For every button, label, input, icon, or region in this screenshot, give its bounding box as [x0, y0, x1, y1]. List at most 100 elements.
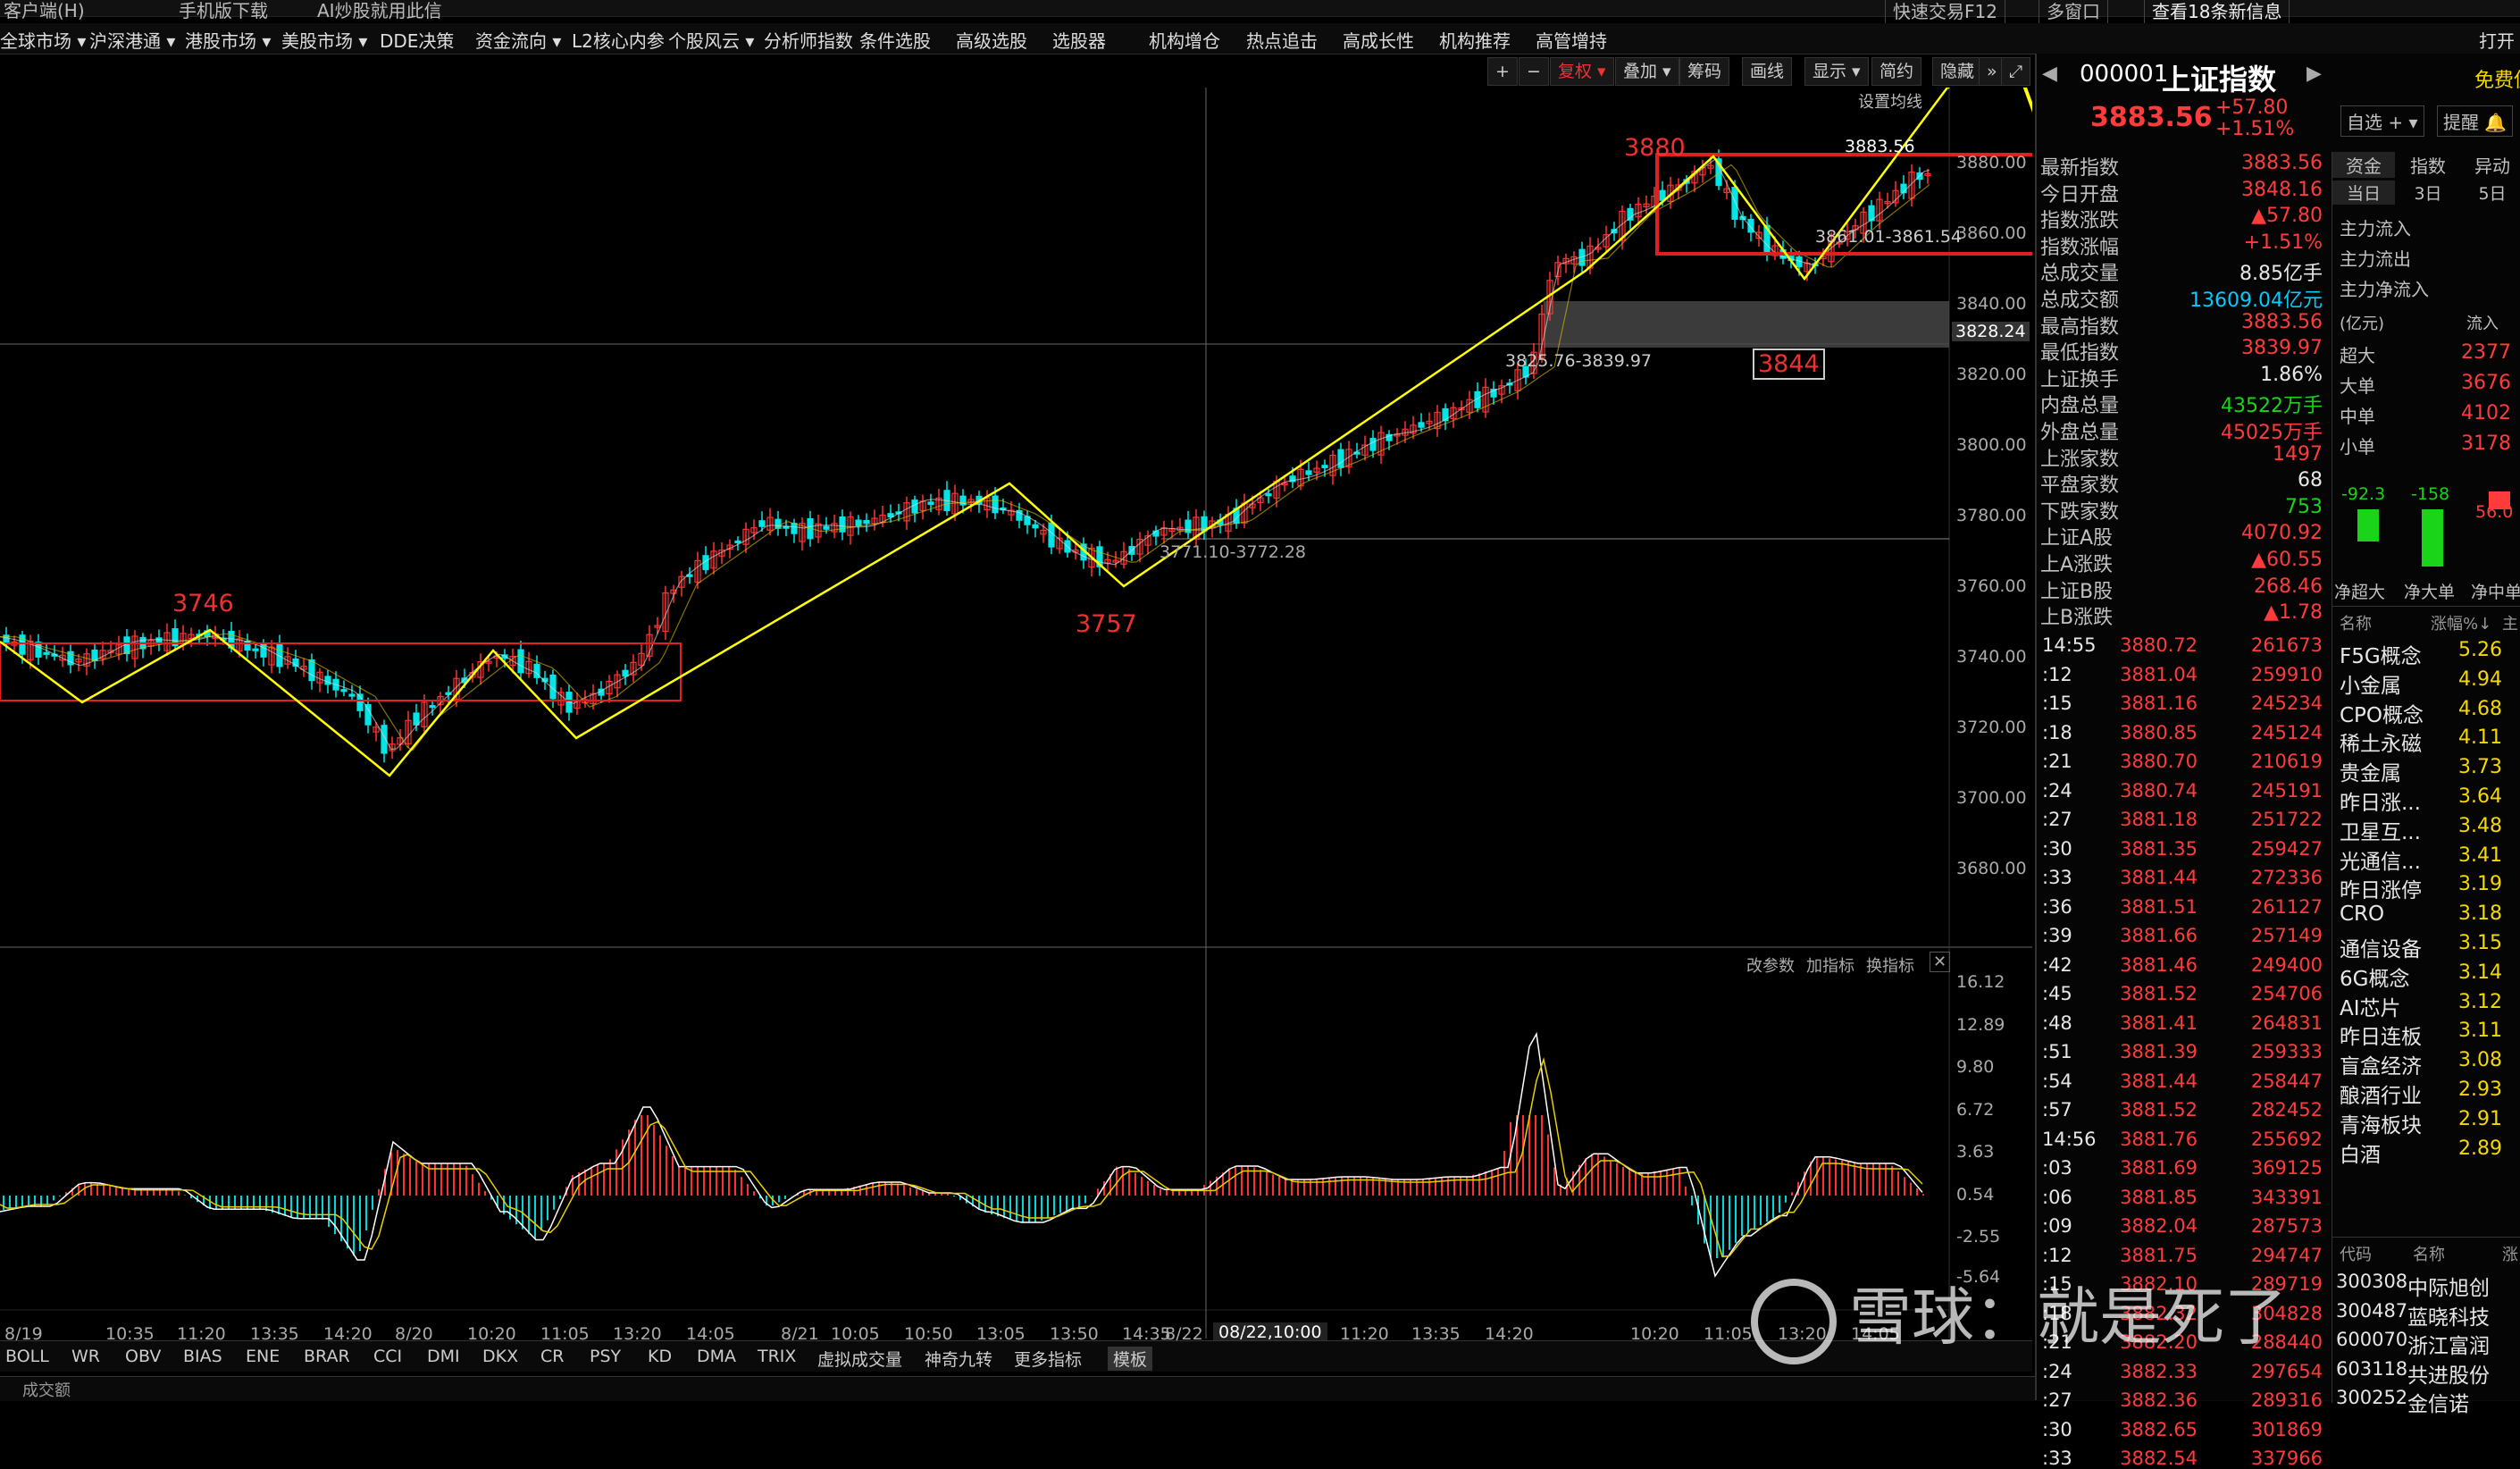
tab-bias[interactable]: BIAS [183, 1347, 222, 1366]
menu-hot-spot[interactable]: 热点追击 [1246, 30, 1318, 52]
alert-button[interactable]: 提醒 🔔 [2437, 105, 2514, 137]
menu-us-market[interactable]: 美股市场 ▾ [281, 30, 368, 52]
prev-arrow-icon[interactable]: ◀ [2042, 63, 2057, 85]
subtab-5day[interactable]: 5日 [2478, 184, 2507, 204]
mobile-download-link[interactable]: 手机版下载 [179, 0, 268, 21]
sector-name[interactable]: 小金属 [2340, 674, 2401, 698]
tab-cr[interactable]: CR [540, 1347, 565, 1366]
tab-dma[interactable]: DMA [697, 1347, 737, 1366]
macd-param-button[interactable]: 改参数 [1746, 957, 1795, 976]
sector-name[interactable]: 盲盒经济 [2340, 1055, 2422, 1079]
stock-code[interactable]: 600070 [2336, 1329, 2408, 1350]
stock-header-code[interactable]: 代码 [2340, 1246, 2372, 1264]
sector-name[interactable]: 通信设备 [2340, 938, 2422, 961]
sector-name[interactable]: CPO概念 [2340, 703, 2424, 727]
close-icon[interactable]: ✕ [1930, 952, 1951, 972]
menu-exec-increase[interactable]: 高管增持 [1536, 30, 1607, 52]
sector-name[interactable]: F5G概念 [2340, 645, 2422, 668]
zoom-out-button[interactable]: − [1519, 57, 1549, 86]
free-use-link[interactable]: 免费使 [2474, 70, 2520, 92]
tab-wr[interactable]: WR [71, 1347, 100, 1366]
stock-code[interactable]: 300252 [2336, 1387, 2408, 1408]
tab-trix[interactable]: TRIX [758, 1347, 797, 1366]
tab-dkx[interactable]: DKX [482, 1347, 519, 1366]
sector-name[interactable]: 光通信... [2340, 850, 2421, 874]
menu-institution-recommend[interactable]: 机构推荐 [1439, 30, 1511, 52]
menu-condition-select[interactable]: 条件选股 [859, 30, 931, 52]
macd-switch-button[interactable]: 换指标 [1866, 957, 1914, 976]
tab-brar[interactable]: BRAR [304, 1347, 350, 1366]
client-menu[interactable]: 客户端(H) [4, 0, 85, 21]
stock-name[interactable]: 中际旭创 [2407, 1277, 2490, 1300]
ai-promo-link[interactable]: AI炒股就用此信 [317, 0, 442, 21]
more-button[interactable]: » [1979, 57, 2005, 86]
chart-canvas[interactable] [0, 88, 2032, 1339]
news-button[interactable]: 查看18条新信息 [2144, 0, 2290, 24]
tab-index[interactable]: 指数 [2410, 155, 2446, 177]
tab-fund[interactable]: 资金 [2332, 152, 2395, 178]
sector-name[interactable]: 白酒 [2340, 1143, 2381, 1167]
sector-name[interactable]: 贵金属 [2340, 762, 2401, 786]
menu-stock-news[interactable]: 个股风云 ▾ [668, 30, 755, 52]
menu-open[interactable]: 打开 [2479, 30, 2515, 52]
hide-button[interactable]: 隐藏 [1932, 57, 1983, 86]
fuquan-button[interactable]: 复权 ▾ [1550, 57, 1614, 86]
chips-button[interactable]: 筹码 [1679, 57, 1730, 86]
sector-name[interactable]: CRO [2340, 902, 2385, 927]
sector-name[interactable]: 酿酒行业 [2340, 1085, 2422, 1108]
multi-window-button[interactable]: 多窗口 [2039, 0, 2108, 24]
stock-header-name[interactable]: 名称 [2413, 1246, 2445, 1264]
sector-name[interactable]: 昨日涨停 [2340, 879, 2422, 903]
stock-name[interactable]: 浙江富润 [2407, 1335, 2490, 1358]
menu-advanced-select[interactable]: 高级选股 [956, 30, 1027, 52]
tab-nine-turn[interactable]: 神奇九转 [925, 1350, 993, 1370]
display-button[interactable]: 显示 ▾ [1804, 57, 1869, 86]
menu-analyst-index[interactable]: 分析师指数 [764, 30, 853, 52]
sector-header-name[interactable]: 名称 [2340, 615, 2372, 634]
stock-name[interactable]: 蓝晓科技 [2407, 1305, 2490, 1330]
sector-name[interactable]: 青海板块 [2340, 1113, 2422, 1137]
tab-boll[interactable]: BOLL [5, 1347, 49, 1366]
draw-line-button[interactable]: 画线 [1742, 57, 1793, 86]
tab-virtual-volume[interactable]: 虚拟成交量 [817, 1350, 903, 1370]
simple-button[interactable]: 简约 [1871, 57, 1922, 86]
sector-header-pct[interactable]: 涨幅%↓ [2431, 615, 2492, 634]
tab-cci[interactable]: CCI [373, 1347, 403, 1366]
sector-name[interactable]: 昨日涨... [2340, 792, 2421, 815]
stock-name[interactable]: 共进股份 [2407, 1364, 2490, 1388]
stock-code[interactable]: 603118 [2336, 1357, 2408, 1380]
overlay-button[interactable]: 叠加 ▾ [1615, 57, 1679, 86]
sector-name[interactable]: 稀土永磁 [2340, 733, 2422, 757]
zoom-in-button[interactable]: + [1487, 57, 1518, 86]
tab-obv[interactable]: OBV [125, 1347, 162, 1366]
ma-setting-link[interactable]: 设置均线 [1858, 93, 1922, 112]
next-arrow-icon[interactable]: ▶ [2307, 63, 2322, 85]
menu-l2[interactable]: L2核心内参 [572, 30, 665, 52]
tab-psy[interactable]: PSY [590, 1347, 622, 1366]
tab-more-indicators[interactable]: 更多指标 [1014, 1350, 1083, 1370]
tab-dmi[interactable]: DMI [427, 1347, 460, 1366]
stock-name[interactable]: 金信诺 [2407, 1393, 2469, 1416]
stock-header-change[interactable]: 涨 [2502, 1246, 2518, 1264]
menu-global-market[interactable]: 全球市场 ▾ [0, 30, 87, 52]
fullscreen-icon[interactable]: ⤢ [2001, 57, 2031, 86]
add-watchlist-button[interactable]: 自选 + ▾ [2340, 105, 2424, 137]
stock-code[interactable]: 300308 [2336, 1271, 2408, 1292]
quick-trade-button[interactable]: 快速交易F12 [1885, 0, 2005, 24]
stock-code[interactable]: 300487 [2336, 1299, 2408, 1322]
macd-add-button[interactable]: 加指标 [1806, 957, 1854, 976]
menu-hk-market[interactable]: 港股市场 ▾ [185, 30, 272, 52]
menu-fund-flow[interactable]: 资金流向 ▾ [475, 30, 562, 52]
menu-dde[interactable]: DDE决策 [380, 30, 455, 52]
sector-name[interactable]: 卫星互... [2340, 820, 2421, 844]
tab-abnormal[interactable]: 异动 [2474, 155, 2510, 177]
menu-high-growth[interactable]: 高成长性 [1343, 30, 1414, 52]
menu-institution-add[interactable]: 机构增仓 [1149, 30, 1220, 52]
subtab-3day[interactable]: 3日 [2414, 184, 2442, 204]
tab-template[interactable]: 模板 [1108, 1347, 1153, 1371]
subtab-today[interactable]: 当日 [2332, 180, 2395, 205]
menu-hk-connect[interactable]: 沪深港通 ▾ [89, 30, 176, 52]
sector-name[interactable]: AI芯片 [2340, 996, 2401, 1020]
menu-stock-picker[interactable]: 选股器 [1052, 30, 1106, 52]
sector-name[interactable]: 6G概念 [2340, 967, 2410, 991]
